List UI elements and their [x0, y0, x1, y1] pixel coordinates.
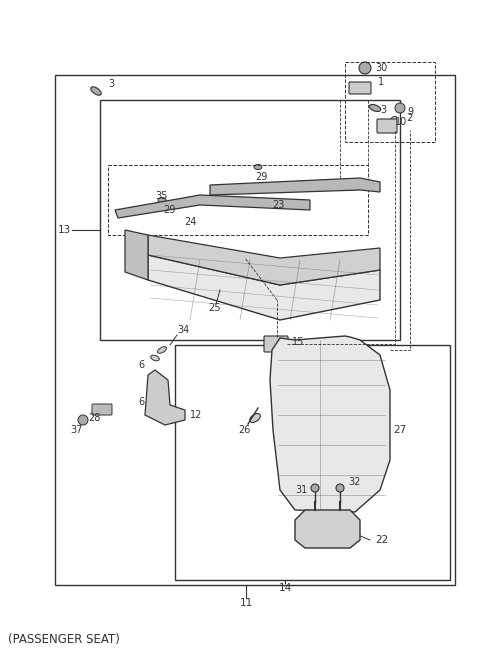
- Circle shape: [395, 103, 405, 113]
- Text: 14: 14: [278, 583, 292, 593]
- Ellipse shape: [389, 116, 396, 123]
- Text: 1: 1: [378, 77, 384, 87]
- Polygon shape: [270, 336, 390, 512]
- Text: 30: 30: [375, 63, 387, 73]
- Ellipse shape: [254, 165, 262, 169]
- Text: 15: 15: [292, 337, 304, 347]
- Text: 12: 12: [190, 410, 203, 420]
- Polygon shape: [125, 230, 148, 280]
- Text: 31: 31: [295, 485, 307, 495]
- Text: 27: 27: [393, 425, 406, 435]
- Text: 6: 6: [138, 397, 144, 407]
- Text: 22: 22: [375, 535, 388, 545]
- Text: 6: 6: [138, 360, 144, 370]
- FancyBboxPatch shape: [264, 336, 288, 352]
- Text: 26: 26: [238, 425, 251, 435]
- Text: 10: 10: [395, 117, 407, 127]
- Text: (PASSENGER SEAT): (PASSENGER SEAT): [8, 634, 120, 647]
- FancyBboxPatch shape: [349, 82, 371, 94]
- FancyBboxPatch shape: [377, 119, 397, 133]
- Text: 29: 29: [255, 172, 267, 182]
- Text: 13: 13: [58, 225, 71, 235]
- Text: 2: 2: [406, 113, 412, 123]
- Polygon shape: [148, 255, 380, 320]
- Text: 29: 29: [163, 205, 175, 215]
- Circle shape: [336, 484, 344, 492]
- Circle shape: [311, 484, 319, 492]
- FancyBboxPatch shape: [92, 404, 112, 415]
- Ellipse shape: [148, 392, 156, 398]
- Text: 9: 9: [407, 107, 413, 117]
- Ellipse shape: [151, 355, 159, 361]
- Ellipse shape: [91, 87, 101, 95]
- Text: 23: 23: [272, 200, 284, 210]
- Text: 11: 11: [240, 598, 252, 608]
- Circle shape: [359, 62, 371, 74]
- Circle shape: [78, 415, 88, 425]
- Ellipse shape: [158, 197, 166, 203]
- Polygon shape: [115, 195, 310, 218]
- Polygon shape: [148, 235, 380, 285]
- Text: 3: 3: [380, 105, 386, 115]
- Text: 32: 32: [348, 477, 360, 487]
- Text: 25: 25: [208, 303, 220, 313]
- Text: 3: 3: [108, 79, 114, 89]
- Polygon shape: [295, 510, 360, 548]
- Ellipse shape: [157, 346, 167, 354]
- Text: 34: 34: [177, 325, 189, 335]
- Ellipse shape: [250, 413, 260, 422]
- Text: 37: 37: [70, 425, 83, 435]
- Text: 28: 28: [88, 413, 100, 423]
- Text: 35: 35: [155, 191, 168, 201]
- Text: 24: 24: [184, 217, 196, 227]
- Polygon shape: [210, 178, 380, 195]
- Polygon shape: [145, 370, 185, 425]
- Ellipse shape: [369, 104, 381, 112]
